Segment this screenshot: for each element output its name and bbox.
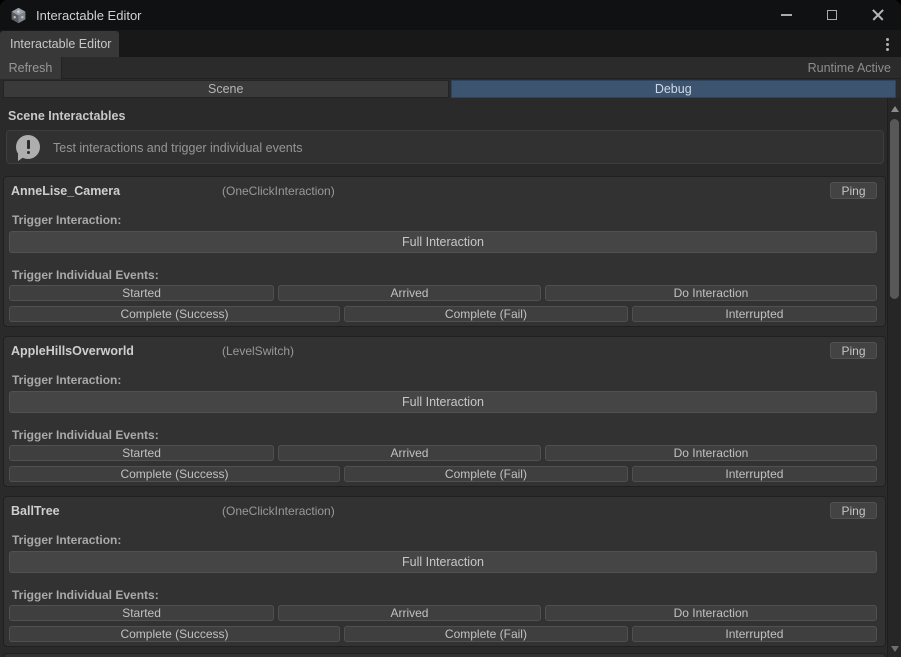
- event-button-row: Started Arrived Do Interaction: [9, 605, 877, 621]
- trigger-events-label: Trigger Individual Events:: [12, 588, 159, 602]
- arrived-button[interactable]: Arrived: [278, 605, 541, 621]
- trigger-interaction-label: Trigger Interaction:: [12, 373, 122, 387]
- interactable-section: AppleHillsOverworld (LevelSwitch) Ping T…: [3, 336, 886, 487]
- section-header: AppleHillsOverworld (LevelSwitch) Ping: [11, 342, 877, 361]
- maximize-button[interactable]: [809, 0, 855, 30]
- window-menu-button[interactable]: [880, 36, 894, 52]
- page-title: Scene Interactables: [8, 109, 126, 123]
- alert-bubble-icon: [16, 135, 40, 161]
- view-tab-bar: Scene Debug: [3, 80, 896, 98]
- close-icon: [872, 9, 884, 21]
- trigger-interaction-label: Trigger Interaction:: [12, 533, 122, 547]
- tab-scene[interactable]: Scene: [3, 80, 449, 98]
- arrived-button[interactable]: Arrived: [278, 285, 541, 301]
- toolbar: Refresh Runtime Active: [0, 57, 901, 79]
- info-banner: Test interactions and trigger individual…: [6, 130, 884, 164]
- interactable-name: AppleHillsOverworld: [11, 344, 134, 358]
- complete-fail-button[interactable]: Complete (Fail): [344, 306, 628, 322]
- interactable-name: BallTree: [11, 504, 60, 518]
- complete-fail-button[interactable]: Complete (Fail): [344, 626, 628, 642]
- interactable-name: AnneLise_Camera: [11, 184, 121, 198]
- tab-interactable-editor[interactable]: Interactable Editor: [0, 31, 119, 57]
- event-button-row: Started Arrived Do Interaction: [9, 445, 877, 461]
- trigger-events-label: Trigger Individual Events:: [12, 268, 159, 282]
- ping-button[interactable]: Ping: [830, 502, 877, 519]
- interactable-section: AnneLise_Camera (OneClickInteraction) Pi…: [3, 176, 886, 327]
- do-interaction-button[interactable]: Do Interaction: [544, 445, 877, 461]
- interactable-type: (LevelSwitch): [222, 344, 295, 358]
- event-button-row: Complete (Success) Complete (Fail) Inter…: [9, 306, 877, 322]
- editor-tabstrip: Interactable Editor: [0, 30, 901, 57]
- complete-success-button[interactable]: Complete (Success): [9, 466, 340, 482]
- runtime-status-label: Runtime Active: [807, 61, 891, 75]
- next-section-partial: [3, 653, 886, 657]
- interrupted-button[interactable]: Interrupted: [631, 466, 877, 482]
- ping-button[interactable]: Ping: [830, 182, 877, 199]
- info-banner-text: Test interactions and trigger individual…: [53, 141, 303, 155]
- complete-fail-button[interactable]: Complete (Fail): [344, 466, 628, 482]
- interactable-type: (OneClickInteraction): [222, 184, 335, 198]
- interrupted-button[interactable]: Interrupted: [631, 306, 877, 322]
- do-interaction-button[interactable]: Do Interaction: [544, 605, 877, 621]
- minimize-button[interactable]: [763, 0, 809, 30]
- started-button[interactable]: Started: [9, 445, 275, 461]
- maximize-icon: [827, 10, 837, 20]
- interrupted-button[interactable]: Interrupted: [631, 626, 877, 642]
- event-button-row: Started Arrived Do Interaction: [9, 285, 877, 301]
- minimize-icon: [780, 14, 792, 16]
- kebab-menu-icon: [885, 42, 889, 46]
- vertical-scrollbar[interactable]: [887, 98, 901, 657]
- full-interaction-button[interactable]: Full Interaction: [9, 231, 877, 253]
- titlebar: Interactable Editor: [0, 0, 901, 30]
- window-title: Interactable Editor: [36, 7, 142, 23]
- unity-cube-icon: [11, 7, 26, 23]
- scroll-up-arrow-icon[interactable]: [891, 106, 899, 112]
- section-header: BallTree (OneClickInteraction) Ping: [11, 502, 877, 521]
- interactable-section: BallTree (OneClickInteraction) Ping Trig…: [3, 496, 886, 647]
- full-interaction-button[interactable]: Full Interaction: [9, 551, 877, 573]
- trigger-interaction-label: Trigger Interaction:: [12, 213, 122, 227]
- event-button-row: Complete (Success) Complete (Fail) Inter…: [9, 626, 877, 642]
- full-interaction-button[interactable]: Full Interaction: [9, 391, 877, 413]
- section-header: AnneLise_Camera (OneClickInteraction) Pi…: [11, 182, 877, 201]
- scroll-down-arrow-icon[interactable]: [891, 646, 899, 652]
- close-button[interactable]: [855, 0, 901, 30]
- started-button[interactable]: Started: [9, 285, 275, 301]
- ping-button[interactable]: Ping: [830, 342, 877, 359]
- trigger-events-label: Trigger Individual Events:: [12, 428, 159, 442]
- event-button-row: Complete (Success) Complete (Fail) Inter…: [9, 466, 877, 482]
- complete-success-button[interactable]: Complete (Success): [9, 626, 340, 642]
- window-controls: [763, 0, 901, 30]
- arrived-button[interactable]: Arrived: [278, 445, 541, 461]
- tab-debug[interactable]: Debug: [450, 80, 896, 98]
- started-button[interactable]: Started: [9, 605, 275, 621]
- interactable-type: (OneClickInteraction): [222, 504, 335, 518]
- complete-success-button[interactable]: Complete (Success): [9, 306, 340, 322]
- refresh-button[interactable]: Refresh: [0, 57, 62, 79]
- do-interaction-button[interactable]: Do Interaction: [544, 285, 877, 301]
- scrollbar-thumb[interactable]: [890, 119, 899, 299]
